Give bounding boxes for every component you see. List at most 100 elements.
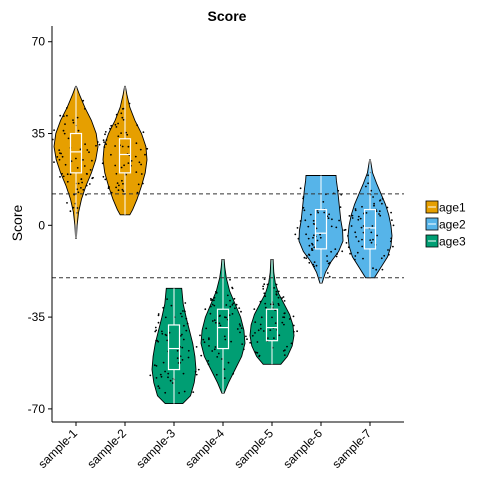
data-point <box>162 306 165 309</box>
data-point <box>75 157 77 160</box>
data-point <box>335 226 338 229</box>
data-point <box>208 337 210 339</box>
data-point <box>215 373 218 376</box>
violin-sample-6 <box>294 175 346 284</box>
data-point <box>101 162 104 165</box>
data-point <box>192 391 195 393</box>
data-point <box>160 375 163 378</box>
data-point <box>114 164 117 167</box>
data-point <box>240 310 242 313</box>
data-point <box>275 290 278 293</box>
legend-label: age1 <box>439 201 466 215</box>
data-point <box>231 287 234 290</box>
data-point <box>181 359 184 361</box>
data-point <box>64 123 66 125</box>
data-point <box>127 162 130 165</box>
data-point <box>233 297 236 300</box>
data-point <box>179 355 182 358</box>
data-point <box>211 320 214 322</box>
data-point <box>288 318 291 320</box>
plot-area: sample-1 sample-2 sample-3 sample-4 sample-5… <box>28 26 404 471</box>
data-point <box>202 338 205 341</box>
data-point <box>284 349 286 351</box>
data-point <box>357 215 360 218</box>
violin-sample-5 <box>246 258 298 365</box>
data-point <box>308 261 311 264</box>
data-point <box>323 211 326 214</box>
data-point <box>354 255 357 257</box>
x-tick-label: sample-5 <box>231 426 276 471</box>
data-point <box>275 283 278 286</box>
data-point <box>115 113 118 116</box>
data-point <box>117 135 120 138</box>
data-point <box>197 368 200 371</box>
data-point <box>117 122 119 125</box>
data-point <box>125 173 127 176</box>
data-point <box>161 332 164 335</box>
data-point <box>84 143 86 146</box>
y-tick-label: -70 <box>28 402 46 416</box>
data-point <box>390 237 393 240</box>
box-iqr <box>118 138 132 174</box>
data-point <box>308 253 310 256</box>
data-point <box>312 263 315 266</box>
data-point <box>213 299 215 302</box>
data-point <box>59 176 61 178</box>
data-point <box>351 214 354 217</box>
box-iqr <box>69 132 83 174</box>
data-point <box>330 225 333 228</box>
data-point <box>335 255 338 258</box>
data-point <box>319 233 321 236</box>
data-point <box>164 316 167 319</box>
data-point <box>86 173 88 175</box>
data-point <box>292 324 295 327</box>
data-point <box>347 246 350 249</box>
data-point <box>229 305 232 308</box>
data-point <box>157 314 160 317</box>
data-point <box>311 247 313 250</box>
data-point <box>164 370 167 373</box>
data-point <box>338 219 340 222</box>
data-point <box>187 356 190 359</box>
data-point <box>140 173 143 175</box>
data-point <box>121 188 124 191</box>
data-point <box>115 126 118 128</box>
data-point <box>387 253 390 256</box>
data-point <box>114 123 117 126</box>
data-point <box>69 173 72 176</box>
data-point <box>232 372 235 375</box>
data-point <box>312 236 314 239</box>
data-point <box>357 240 360 243</box>
x-tick-label: sample-2 <box>84 426 129 471</box>
data-point <box>121 179 123 182</box>
data-point <box>63 132 66 135</box>
data-point <box>275 293 278 296</box>
data-point <box>130 160 133 162</box>
data-point <box>257 329 260 332</box>
data-point <box>294 233 297 236</box>
data-point <box>211 350 214 352</box>
data-point <box>270 303 272 306</box>
data-point <box>187 349 190 352</box>
data-point <box>53 129 55 132</box>
data-point <box>80 187 82 189</box>
data-point <box>386 206 389 209</box>
data-point <box>122 107 125 110</box>
data-point <box>80 178 83 181</box>
data-point <box>77 182 80 185</box>
data-point <box>82 99 85 102</box>
data-point <box>155 329 158 332</box>
data-point <box>292 315 295 318</box>
data-point <box>84 107 86 110</box>
data-point <box>299 187 302 190</box>
x-tick-label: sample-4 <box>182 426 227 471</box>
data-point <box>272 303 275 306</box>
data-point <box>76 116 79 119</box>
data-point <box>370 189 373 192</box>
data-point <box>313 246 316 249</box>
data-point <box>381 202 383 205</box>
data-point <box>373 202 375 205</box>
data-point <box>72 119 74 121</box>
data-point <box>322 201 325 203</box>
